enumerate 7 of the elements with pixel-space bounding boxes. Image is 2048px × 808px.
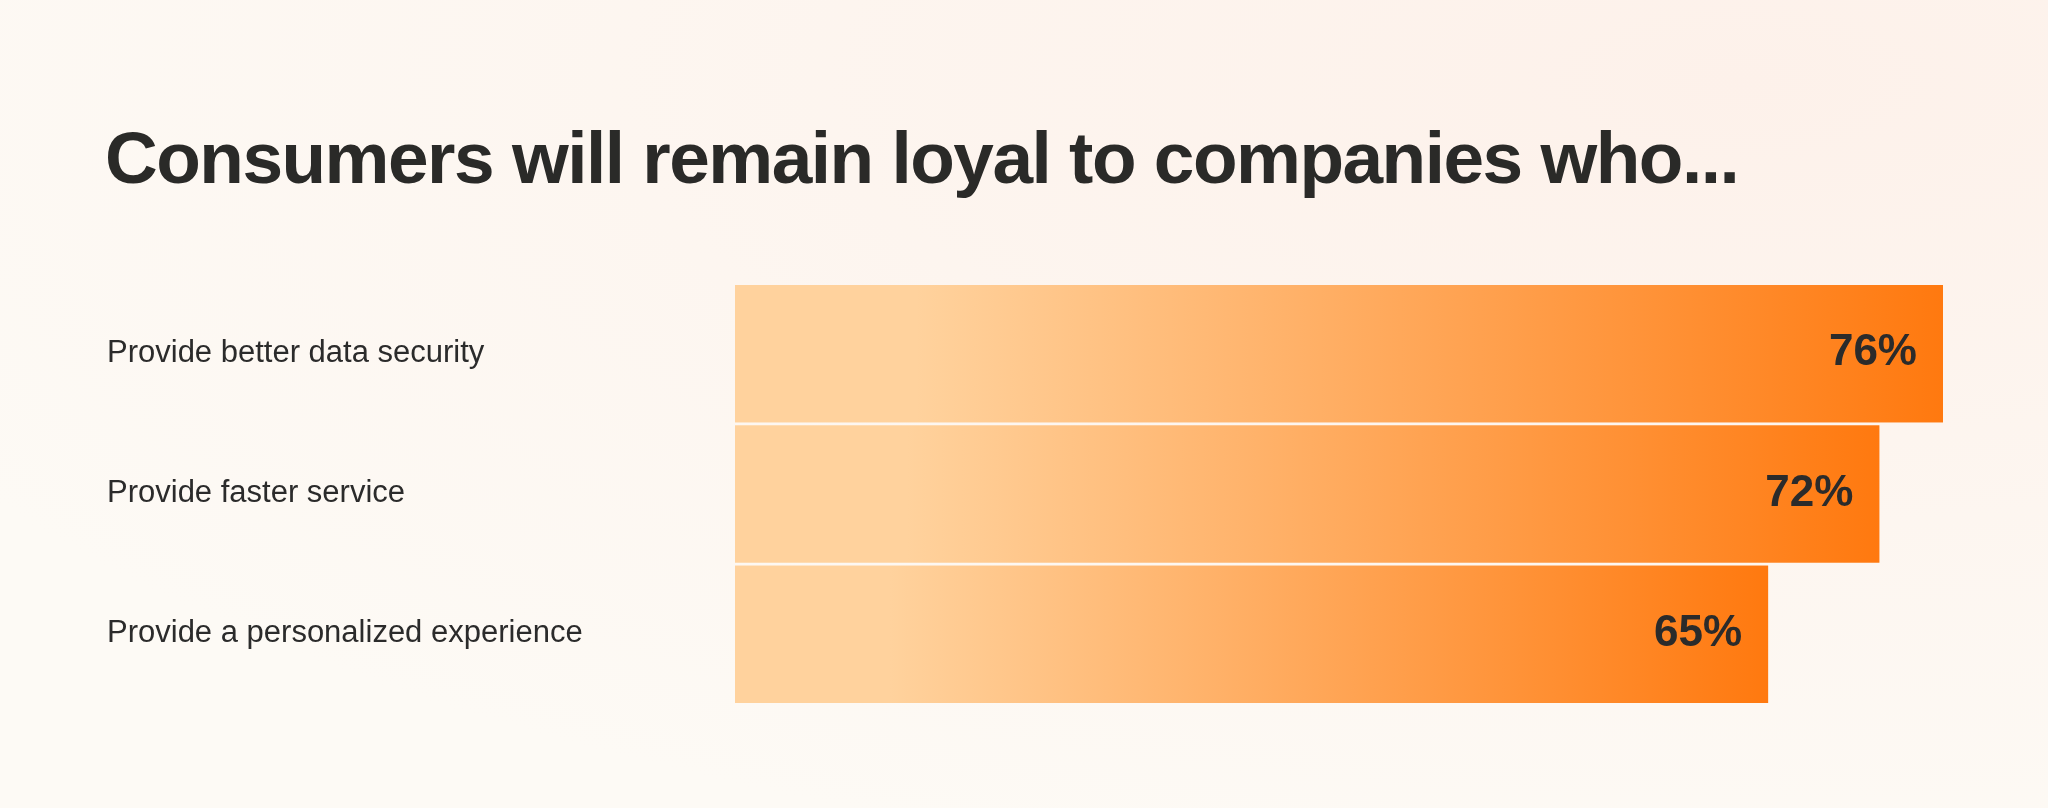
y-tick-label: Provide a personalized experience [107,614,583,650]
data-label: 76% [1828,325,1917,375]
y-tick-label: Provide better data security [107,333,485,369]
y-tick-label: Provide faster service [107,474,406,510]
data-label: 65% [1654,605,1743,655]
data-label: 72% [1765,465,1854,515]
chart-title: Consumers will remain loyal to companies who... [105,117,1739,198]
